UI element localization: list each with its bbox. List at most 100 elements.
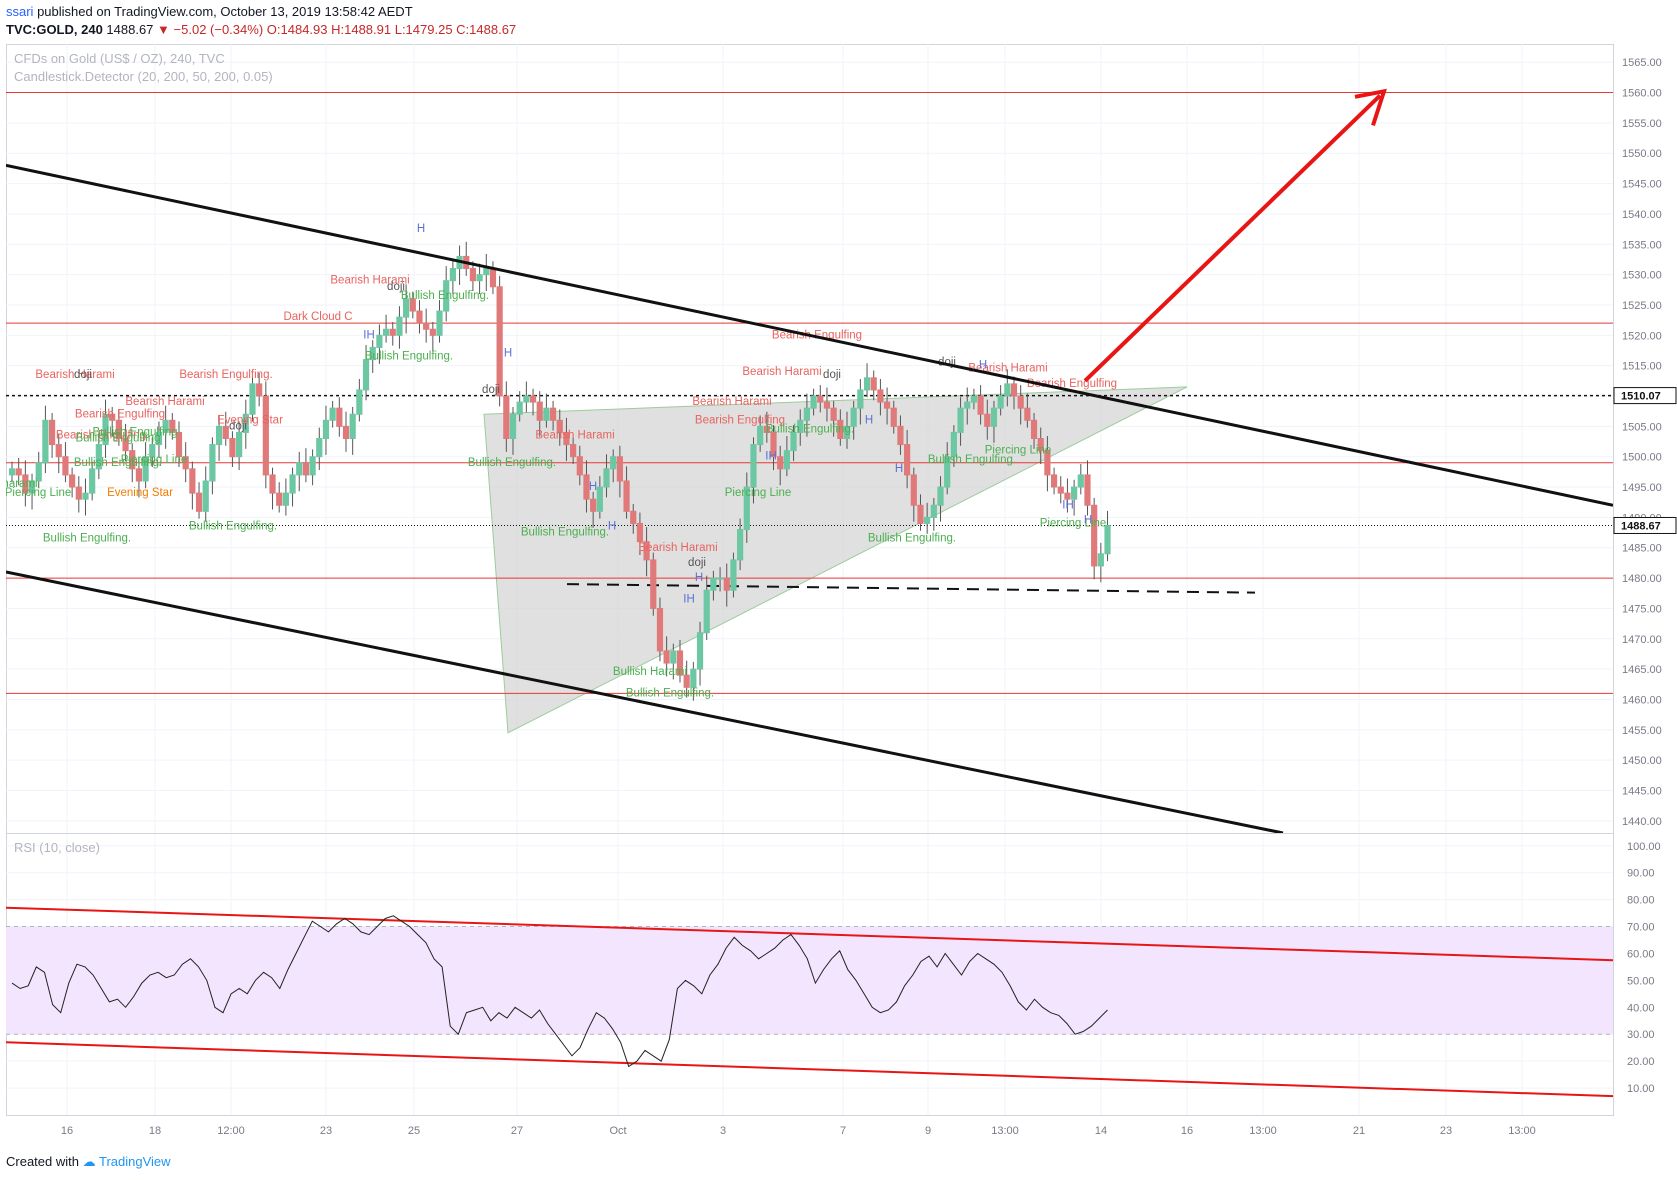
candle-down <box>636 522 644 543</box>
symbol-info: TVC:GOLD, 240 1488.67 ▼ −5.02 (−0.34%) O… <box>6 22 516 37</box>
pattern-label: Bullish Engulfing. <box>189 521 277 533</box>
pattern-label: doji <box>823 369 841 381</box>
candle-up <box>957 407 964 433</box>
tradingview-link[interactable]: TradingView <box>99 1154 171 1169</box>
candle-down <box>75 486 82 500</box>
candle-down <box>650 559 657 609</box>
candle-up <box>296 462 303 476</box>
candle-down <box>770 431 777 458</box>
candle-down <box>22 474 29 494</box>
candle-down <box>1050 474 1058 488</box>
candle-down <box>135 468 143 482</box>
candle-down <box>409 298 416 312</box>
y-tick-label: 1535.00 <box>1622 239 1662 251</box>
pattern-label: Bullish Engulfing <box>92 426 177 438</box>
pattern-label: Bearish Engulfing. <box>179 369 272 381</box>
candle-up <box>349 413 356 440</box>
pattern-label: Piercing Line <box>985 445 1051 457</box>
projection-arrow-head <box>1354 88 1387 126</box>
candle-up <box>710 577 717 591</box>
symbol-name[interactable]: TVC:GOLD, 240 <box>6 22 103 37</box>
y-tick-label: 1495.00 <box>1622 482 1662 494</box>
candle-down <box>643 541 650 561</box>
candle-up <box>95 444 102 470</box>
y-tick-label: 1470.00 <box>1622 634 1662 646</box>
candle-up <box>516 401 523 415</box>
candle-up <box>863 377 871 391</box>
candle-down <box>1024 407 1031 421</box>
candle-down <box>676 650 684 676</box>
candle-up <box>523 395 530 403</box>
candle-up <box>483 268 490 276</box>
pattern-label: Bearish Harami <box>535 430 614 442</box>
candle-up <box>162 419 169 433</box>
y-tick-label: 1525.00 <box>1622 300 1662 312</box>
publish-info: ssari published on TradingView.com, Octo… <box>6 4 413 19</box>
candle-down <box>917 504 924 524</box>
candle-up <box>596 486 603 512</box>
candle-up <box>1077 474 1084 488</box>
candle-down <box>302 462 310 476</box>
candle-down <box>877 389 884 403</box>
candle-up <box>382 328 390 336</box>
candle-up <box>42 419 49 464</box>
y-tick-label: 1530.00 <box>1622 270 1662 282</box>
candle-down <box>663 650 670 664</box>
candle-up <box>215 425 223 446</box>
pattern-label: Dark Cloud C <box>283 311 352 323</box>
candle-down <box>129 450 136 470</box>
candle-down <box>683 674 690 688</box>
publish-text: published on TradingView.com, October 13… <box>37 4 413 19</box>
y-tick-label: 1505.00 <box>1622 421 1662 433</box>
x-tick-label: 25 <box>408 1125 420 1137</box>
rsi-line <box>11 915 1108 1068</box>
candle-down <box>897 425 904 446</box>
candle-up <box>690 668 697 688</box>
x-tick-label: Oct <box>609 1125 626 1137</box>
candle-up <box>316 438 323 458</box>
candle-up <box>950 431 957 458</box>
y-tick-label: 1475.00 <box>1622 603 1662 615</box>
candle-down <box>1037 438 1044 452</box>
ohlc-values: O:1484.93 H:1488.91 L:1479.25 C:1488.67 <box>266 22 517 37</box>
candle-up <box>1104 524 1111 555</box>
candle-down <box>536 401 543 421</box>
candle-down <box>590 498 597 512</box>
candle-down <box>189 468 196 494</box>
candle-down <box>182 456 189 470</box>
candle-up <box>369 346 376 361</box>
rsi-tick-label: 40.00 <box>1627 1002 1655 1014</box>
pattern-label: Bearish Harami <box>330 275 409 287</box>
pattern-label: Piercing Line <box>121 454 187 466</box>
candle-up <box>757 425 764 446</box>
candle-down <box>389 328 396 336</box>
last-price: 1488.67 <box>106 22 154 37</box>
candle-down <box>1030 419 1038 439</box>
candle-down <box>656 607 664 652</box>
candle-up <box>750 444 757 488</box>
pattern-label: H <box>979 360 987 372</box>
candle-down <box>416 310 423 324</box>
candle-down <box>109 413 116 421</box>
candle-down <box>489 268 497 288</box>
candle-up <box>937 486 944 506</box>
candle-down <box>977 395 984 415</box>
candle-up <box>1071 486 1078 500</box>
candle-down <box>222 425 229 440</box>
pattern-label: Bullish Engulfing. <box>521 527 609 539</box>
candle-up <box>102 413 109 446</box>
candle-up <box>142 456 149 482</box>
candle-up <box>610 456 617 470</box>
pattern-label: Bullish Engulfing. <box>74 457 162 469</box>
price-tag-box <box>1613 387 1677 405</box>
pattern-label: H <box>865 414 873 426</box>
pattern-label: Evening Star <box>107 487 173 499</box>
price-tag-label: 1488.67 <box>1621 520 1661 532</box>
candle-up <box>857 389 864 409</box>
candle-down <box>529 395 537 403</box>
author-link[interactable]: ssari <box>6 4 34 19</box>
rsi-tick-label: 70.00 <box>1627 922 1655 934</box>
y-tick-label: 1455.00 <box>1622 725 1662 737</box>
candle-down <box>837 419 844 439</box>
